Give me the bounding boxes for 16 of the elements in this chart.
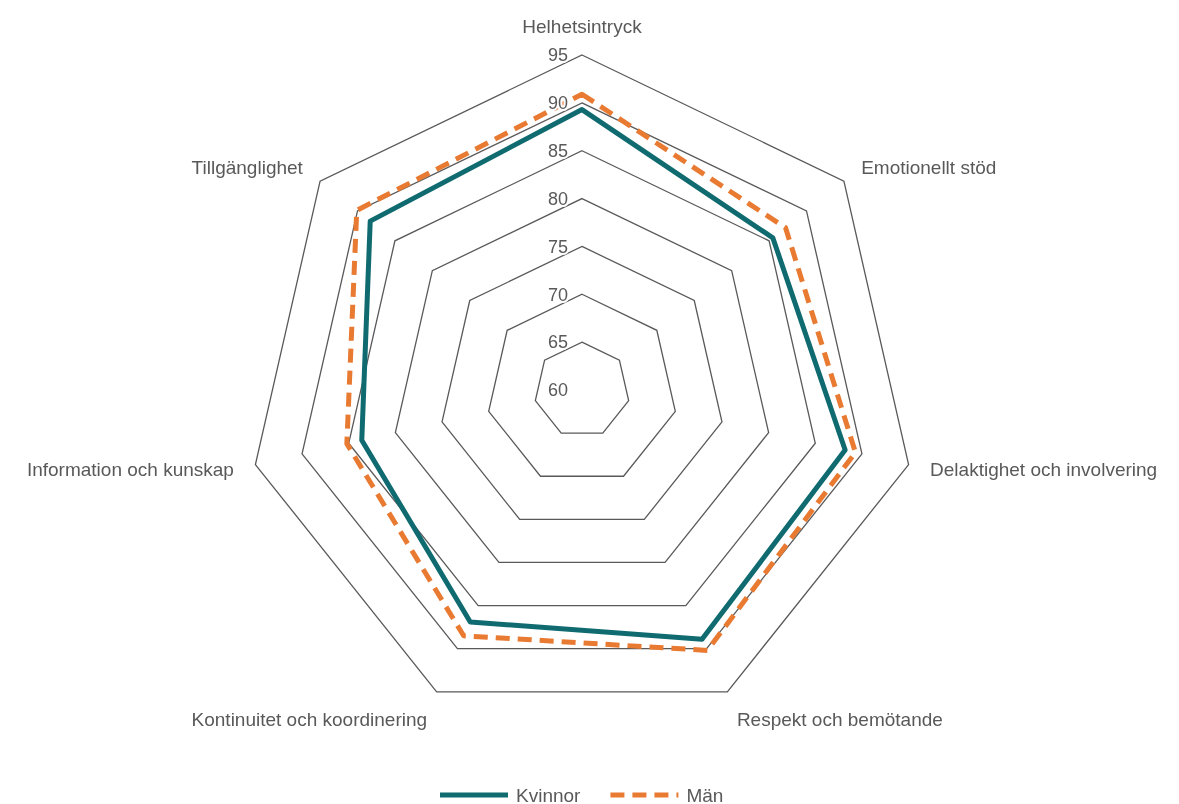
spoke-label: Emotionellt stöd (861, 157, 997, 179)
y-tick-label: 75 (547, 236, 568, 257)
y-tick-label: 95 (547, 45, 568, 66)
y-tick-label: 65 (547, 332, 568, 353)
legend-label: Kvinnor (516, 784, 582, 804)
y-tick-label: 80 (547, 188, 568, 209)
spoke-label: Delaktighet och involvering (930, 459, 1158, 481)
spoke-label: Helhetsintryck (522, 16, 643, 37)
spoke-label: Respekt och bemötande (736, 709, 943, 731)
y-tick-label: 85 (547, 141, 568, 162)
y-tick-label: 70 (547, 284, 568, 305)
spoke-label: Tillgänglighet (191, 157, 304, 179)
y-tick-label: 60 (547, 380, 568, 401)
spoke-label: Kontinuitet och koordinering (191, 709, 428, 731)
legend-label: Män (686, 784, 724, 804)
spoke-label: Information och kunskap (26, 459, 234, 481)
